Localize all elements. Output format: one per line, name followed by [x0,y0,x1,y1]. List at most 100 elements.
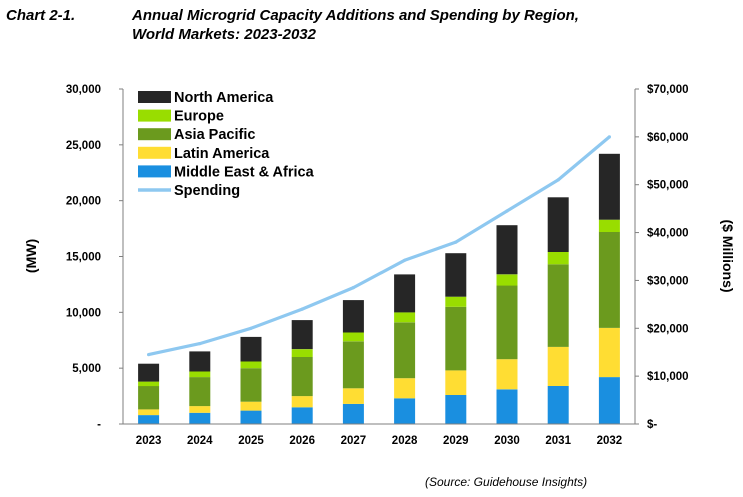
bar-europe-2029 [445,296,467,307]
legend-item-asia-pacific: Asia Pacific [138,127,255,143]
bar-asia-pacific-2024 [189,377,211,407]
bar-asia-pacific-2025 [240,368,262,402]
bar-north-america-2032 [598,153,620,220]
right-tick-label: $20,000 [647,323,689,335]
right-tick-label: $70,000 [647,84,689,96]
legend-swatch-middle-east-and-africa [138,165,171,178]
x-tick-label-2026: 2026 [289,435,315,447]
legend-label-middle-east-and-africa: Middle East & Africa [174,164,315,180]
spending-line [148,135,611,357]
legend-item-spending: Spending [138,183,240,199]
chart-title-line-1: Annual Microgrid Capacity Additions and … [132,7,579,24]
legend-swatch-latin-america [138,146,171,159]
spending-point-2032 [607,135,612,139]
x-tick-label-2025: 2025 [238,435,264,447]
bar-asia-pacific-2027 [342,341,364,389]
bar-latin-america-2029 [445,370,467,395]
x-tick-label-2030: 2030 [494,435,520,447]
bar-latin-america-2024 [189,406,211,413]
bar-north-america-2024 [189,351,211,372]
bar-europe-2025 [240,361,262,369]
left-tick-label: 15,000 [66,252,101,264]
right-tick-label: $50,000 [647,180,689,192]
bar-north-america-2026 [291,320,313,350]
bar-latin-america-2030 [496,359,518,390]
axes-layer: - 5,000 10,000 15,000 20,000 25,000 30,000 $- $1… [23,84,736,447]
legend-item-europe: Europe [138,109,224,125]
spending-point-2027 [351,286,355,290]
right-tick-label: $40,000 [647,228,689,240]
source-note: (Source: Guidehouse Insights) [425,475,588,489]
spending-point-2030 [505,209,509,213]
legend-item-middle-east-and-africa: Middle East & Africa [138,164,315,180]
x-tick-label-2031: 2031 [545,435,571,447]
legend-item-north-america: North America [138,90,274,106]
bar-middle-east-and-africa-2032 [598,377,620,424]
bar-north-america-2029 [445,253,467,297]
legend-label-north-america: North America [174,90,274,106]
bar-north-america-2027 [342,300,364,333]
right-tick-label: $10,000 [647,371,689,383]
bar-asia-pacific-2029 [445,306,467,371]
bar-north-america-2028 [394,274,416,313]
bar-middle-east-and-africa-2031 [547,386,569,424]
x-tick-label-2028: 2028 [392,435,418,447]
spending-point-2025 [249,326,253,330]
spending-point-2026 [300,307,304,311]
bar-latin-america-2032 [598,328,620,378]
spending-point-2031 [556,178,560,182]
spending-point-2028 [403,258,407,262]
legend: North America Europe Asia Pacific Latin Ame… [138,90,315,199]
bar-asia-pacific-2023 [138,386,160,410]
bar-latin-america-2023 [138,409,160,416]
bars-layer [138,153,620,425]
left-tick-label: - [97,419,101,431]
bar-europe-2031 [547,252,569,265]
legend-label-europe: Europe [174,109,224,125]
legend-label-asia-pacific: Asia Pacific [174,127,255,143]
left-tick-label: 25,000 [66,140,101,152]
left-tick-label: 10,000 [66,307,101,319]
legend-swatch-north-america [138,91,171,103]
x-tick-label-2024: 2024 [187,435,213,447]
spending-point-2024 [198,342,202,346]
x-tick-label-2027: 2027 [341,435,367,447]
right-tick-label: $30,000 [647,275,689,287]
x-tick-label-2032: 2032 [597,435,623,447]
legend-item-latin-america: Latin America [138,146,270,162]
bar-latin-america-2028 [394,378,416,399]
right-tick-label: $60,000 [647,132,689,144]
bar-middle-east-and-africa-2023 [138,415,160,424]
bar-latin-america-2026 [291,396,313,408]
x-tick-label-2023: 2023 [136,435,162,447]
bar-middle-east-and-africa-2029 [445,395,467,424]
legend-swatch-europe [138,109,171,122]
legend-label-spending: Spending [174,183,240,199]
bar-europe-2032 [598,219,620,232]
x-tick-label-2029: 2029 [443,435,469,447]
bar-asia-pacific-2031 [547,264,569,347]
spending-point-2029 [454,240,458,244]
bar-middle-east-and-africa-2026 [291,407,313,425]
bar-europe-2023 [138,381,160,387]
bar-latin-america-2027 [342,388,364,404]
bar-europe-2027 [342,332,364,342]
right-tick-label: $- [647,419,657,431]
bar-latin-america-2025 [240,401,262,411]
bar-middle-east-and-africa-2024 [189,412,211,424]
bar-europe-2024 [189,371,211,378]
chart-label: Chart 2-1. [6,7,76,24]
y-axis-title: (MW) [23,239,39,273]
bar-north-america-2030 [496,225,518,275]
chart-title: Annual Microgrid Capacity Additions and … [132,6,692,44]
left-tick-label: 30,000 [66,84,101,96]
bar-middle-east-and-africa-2025 [240,410,262,424]
bar-europe-2030 [496,274,518,286]
bar-europe-2026 [291,349,313,357]
bar-north-america-2023 [138,363,160,382]
bar-north-america-2031 [547,197,569,252]
legend-swatch-asia-pacific [138,128,171,141]
bar-europe-2028 [394,312,416,323]
spending-line-layer [147,135,612,357]
bar-middle-east-and-africa-2027 [342,403,364,424]
